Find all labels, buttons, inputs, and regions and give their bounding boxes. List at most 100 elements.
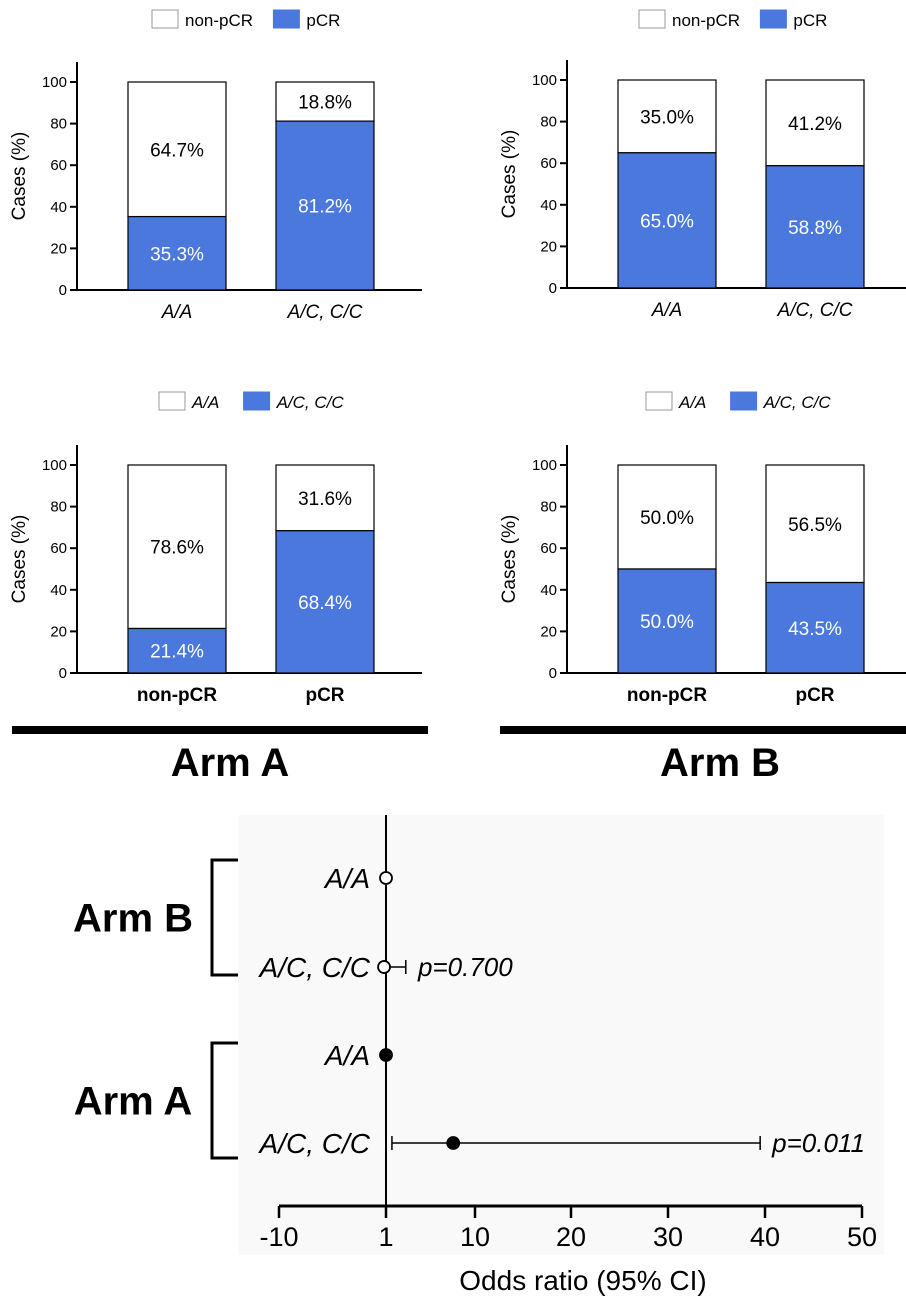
estimate-marker (379, 871, 393, 885)
x-tick-label: 10 (460, 1222, 490, 1252)
legend-label: pCR (793, 11, 827, 30)
legend-label: A/A (191, 393, 219, 412)
x-tick-label: pCR (305, 685, 344, 706)
legend: non-pCR pCR (638, 9, 827, 30)
x-tick-label: A/C, C/C (287, 302, 363, 323)
y-tick-label: 60 (50, 157, 67, 174)
bar-segment-a-c-c-c (765, 581, 865, 674)
bar-panels: non-pCR pCR 0 20 40 60 80 100 Cases (%) 64.7% 35.3… (9, 9, 906, 706)
data-label: 41.2% (788, 114, 842, 135)
bar-segment-non-pcr (617, 79, 717, 154)
x-tick-label: 50 (847, 1222, 877, 1252)
data-label: 65.0% (640, 211, 694, 232)
data-label: 58.8% (788, 218, 842, 239)
y-tick-label: 80 (540, 499, 557, 516)
y-tick-label: 20 (540, 238, 557, 255)
legend-label: non-pCR (672, 11, 740, 30)
y-tick-label: 40 (540, 582, 557, 599)
forest-background (238, 815, 884, 1255)
y-tick-label: 60 (540, 540, 557, 557)
bar-segment-a-a (617, 464, 717, 570)
legend: A/A A/C, C/C (645, 391, 832, 412)
x-tick-label: non-pCR (137, 685, 217, 706)
bar-segment-non-pcr (275, 81, 375, 122)
group-label: Arm A (74, 1080, 193, 1124)
y-tick-label: 0 (59, 282, 67, 299)
bar-segment-a-c-c-c (127, 627, 227, 674)
y-tick-label: 100 (532, 457, 557, 474)
data-label: 43.5% (788, 619, 842, 640)
y-tick-label: 80 (50, 116, 67, 133)
y-tick-label: 0 (549, 665, 557, 682)
forest-group-1: Arm B A/A A/C, C/C p=0.700 (73, 858, 513, 983)
x-tick-label: non-pCR (627, 685, 707, 706)
legend-swatch (638, 9, 666, 29)
group-bracket (210, 1041, 238, 1160)
bar-segment-a-c-c-c (617, 568, 717, 674)
x-tick-label: A/A (651, 300, 683, 321)
data-label: 56.5% (788, 515, 842, 536)
estimate-marker (377, 960, 391, 974)
x-tick-label: pCR (795, 685, 834, 706)
y-tick-label: 60 (540, 155, 557, 172)
row-label: A/A (323, 863, 370, 894)
bar-segment-a-a (275, 464, 375, 532)
bar-chart-2: non-pCR pCR 0 20 40 60 80 100 Cases (%) 35.0% 65.0… (499, 9, 906, 321)
arm-b-rule (500, 726, 906, 734)
y-tick-label: 20 (50, 240, 67, 257)
bar-segment-a-a (127, 464, 227, 630)
y-axis-label: Cases (%) (9, 132, 30, 221)
x-tick-label: -10 (259, 1222, 298, 1252)
legend-label: A/C, C/C (763, 393, 832, 412)
bar-segment-non-pcr (765, 79, 865, 167)
arm-a-header: Arm A (171, 741, 290, 785)
forest-plot: -10 1 10 20 30 40 50 Odds ratio (95% CI) Arm B A/… (73, 815, 884, 1296)
group-label: Arm B (73, 897, 193, 941)
data-label: 64.7% (150, 140, 204, 161)
x-tick-label: 20 (556, 1222, 586, 1252)
bar-segment-a-a (765, 464, 865, 584)
y-tick-label: 60 (50, 540, 67, 557)
y-axis-label: Cases (%) (499, 130, 520, 219)
data-label: 31.6% (298, 489, 352, 510)
data-label: 18.8% (298, 93, 352, 114)
y-tick-label: 40 (540, 197, 557, 214)
x-tick-label: 1 (378, 1222, 393, 1252)
y-tick-label: 100 (532, 72, 557, 89)
x-tick-label: 40 (750, 1222, 780, 1252)
bar-segment-pcr (275, 120, 375, 291)
x-axis-label: Odds ratio (95% CI) (459, 1265, 706, 1296)
y-axis-label: Cases (%) (9, 515, 30, 604)
bar-segment-pcr (127, 215, 227, 291)
bar-segment-non-pcr (127, 81, 227, 218)
x-tick-label: A/A (161, 302, 193, 323)
y-tick-label: 100 (42, 457, 67, 474)
group-bracket (210, 858, 238, 977)
arm-b-header: Arm B (660, 741, 780, 785)
estimate-marker (446, 1136, 461, 1150)
data-label: 78.6% (150, 538, 204, 559)
legend-swatch (730, 391, 758, 411)
legend-label: A/C, C/C (276, 393, 345, 412)
data-label: 50.0% (640, 508, 694, 529)
bar-segment-pcr (765, 165, 865, 289)
legend-swatch (158, 391, 186, 411)
data-label: 21.4% (150, 642, 204, 663)
data-label: 81.2% (298, 197, 352, 218)
p-value-label: p=0.011 (771, 1128, 865, 1158)
legend: A/A A/C, C/C (158, 391, 345, 412)
data-label: 35.0% (640, 107, 694, 128)
data-label: 50.0% (640, 612, 694, 633)
bar-segment-pcr (617, 152, 717, 289)
bar-chart-3: A/A A/C, C/C 0 20 40 60 80 100 Cases (%) 78.6% 21.… (9, 391, 422, 706)
legend-swatch (272, 9, 300, 29)
estimate-marker (379, 1048, 393, 1062)
data-label: 68.4% (298, 593, 352, 614)
legend-label: A/A (678, 393, 706, 412)
legend-swatch (759, 9, 787, 29)
y-tick-label: 100 (42, 74, 67, 91)
legend-swatch (243, 391, 271, 411)
y-tick-label: 0 (59, 665, 67, 682)
legend: non-pCR pCR (151, 9, 340, 30)
